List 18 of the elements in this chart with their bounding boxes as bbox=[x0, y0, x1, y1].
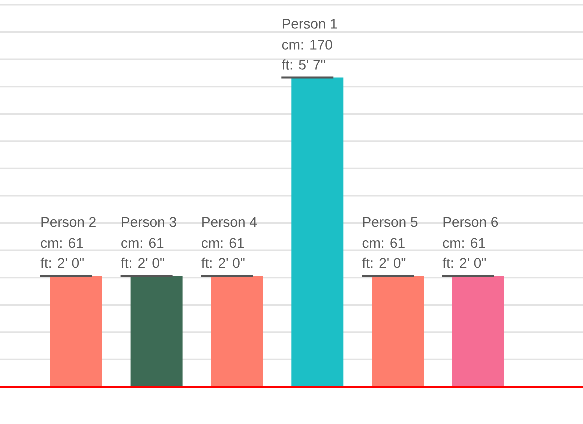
annotation: ft: 2' 0" bbox=[40, 258, 84, 268]
data-label: cm: 61 bbox=[202, 238, 244, 248]
x-tick-label: Person 4 bbox=[202, 217, 258, 228]
x-tick-label: Person 1 bbox=[282, 19, 338, 29]
data-label: cm: 170 bbox=[282, 40, 332, 50]
x-tick-label: Person 3 bbox=[122, 217, 176, 228]
data-label: cm: 61 bbox=[443, 238, 486, 248]
annotation: ft: 2' 0" bbox=[362, 258, 406, 268]
annotation: ft: 2' 0" bbox=[442, 258, 486, 268]
data-label: cm: 61 bbox=[41, 238, 84, 248]
x-tick-label: Person 2 bbox=[42, 217, 96, 228]
x-tick-label: Person 6 bbox=[444, 217, 498, 228]
data-label: cm: 61 bbox=[122, 238, 164, 248]
annotation: ft: 2' 0" bbox=[121, 258, 164, 268]
x-tick-label: Person 5 bbox=[363, 217, 418, 228]
annotation: ft: 5' 7" bbox=[282, 60, 326, 70]
data-label: cm: 61 bbox=[362, 238, 405, 248]
annotation: ft: 2' 0" bbox=[202, 258, 245, 268]
